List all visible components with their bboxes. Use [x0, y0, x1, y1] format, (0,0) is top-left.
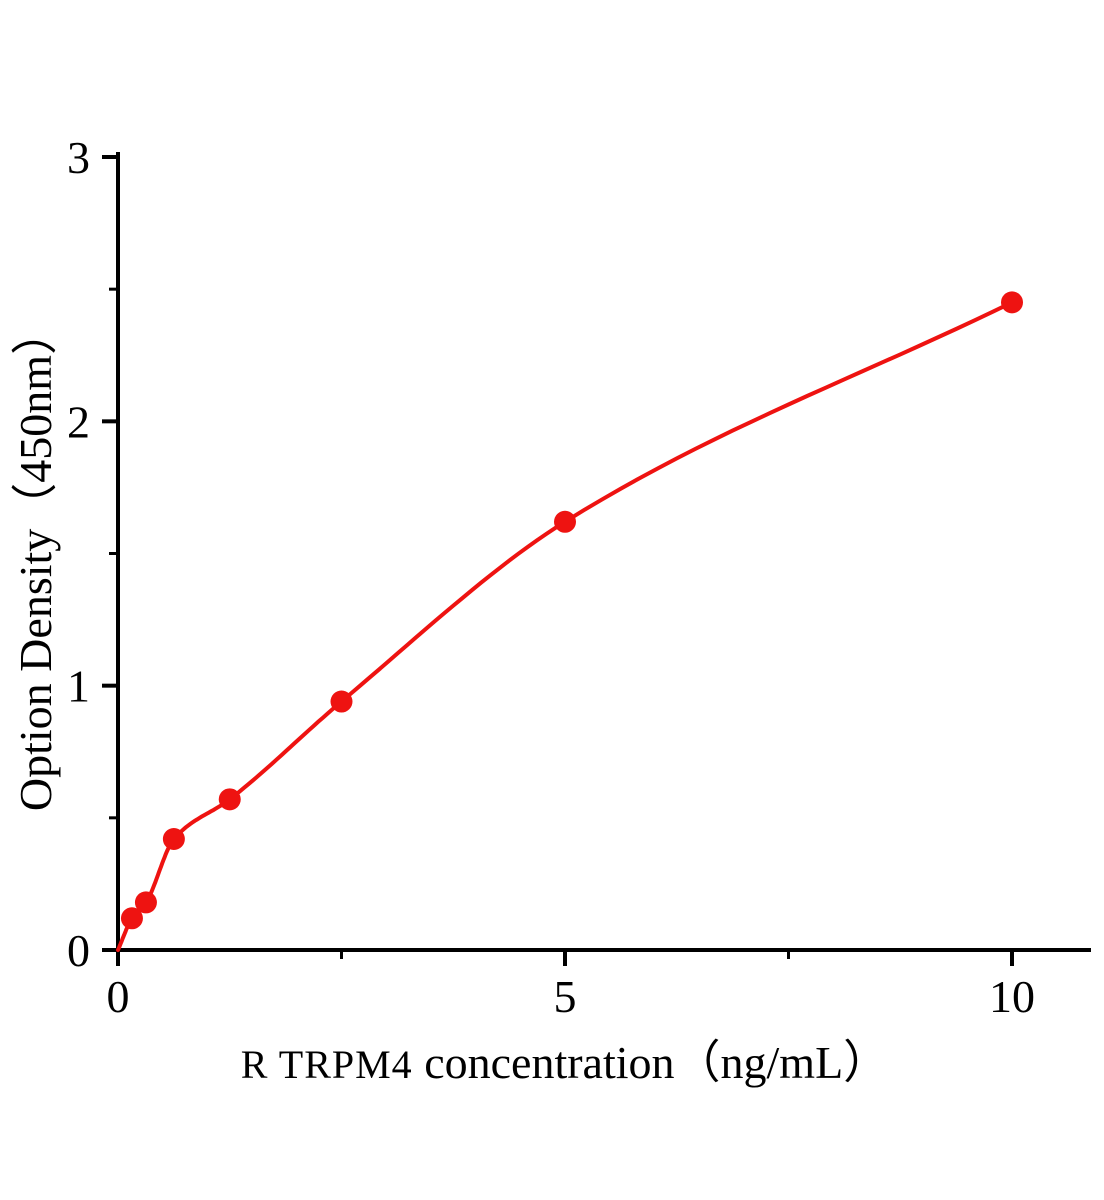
y-tick-label: 2	[67, 396, 90, 447]
data-point	[162, 827, 185, 850]
y-tick-label: 3	[67, 132, 90, 183]
x-tick-label: 10	[989, 971, 1035, 1022]
data-point	[120, 907, 143, 930]
data-point	[1001, 291, 1023, 314]
y-tick-label: 0	[67, 925, 90, 976]
x-axis-title-protein: R TRPM4	[240, 1042, 413, 1087]
x-axis-title: R TRPM4 concentration（ng/mL）	[118, 1026, 1012, 1092]
data-point	[554, 510, 576, 533]
data-point	[330, 690, 353, 713]
y-tick-label: 1	[67, 661, 90, 712]
x-tick-label: 0	[107, 971, 130, 1022]
data-point	[218, 788, 241, 811]
data-point	[134, 891, 157, 914]
x-tick-label: 5	[554, 971, 577, 1022]
y-axis-title: Option Density（450nm）	[10, 308, 61, 812]
fit-curve	[116, 300, 1014, 952]
x-axis-title-suffix: concentration（ng/mL）	[412, 1037, 890, 1088]
